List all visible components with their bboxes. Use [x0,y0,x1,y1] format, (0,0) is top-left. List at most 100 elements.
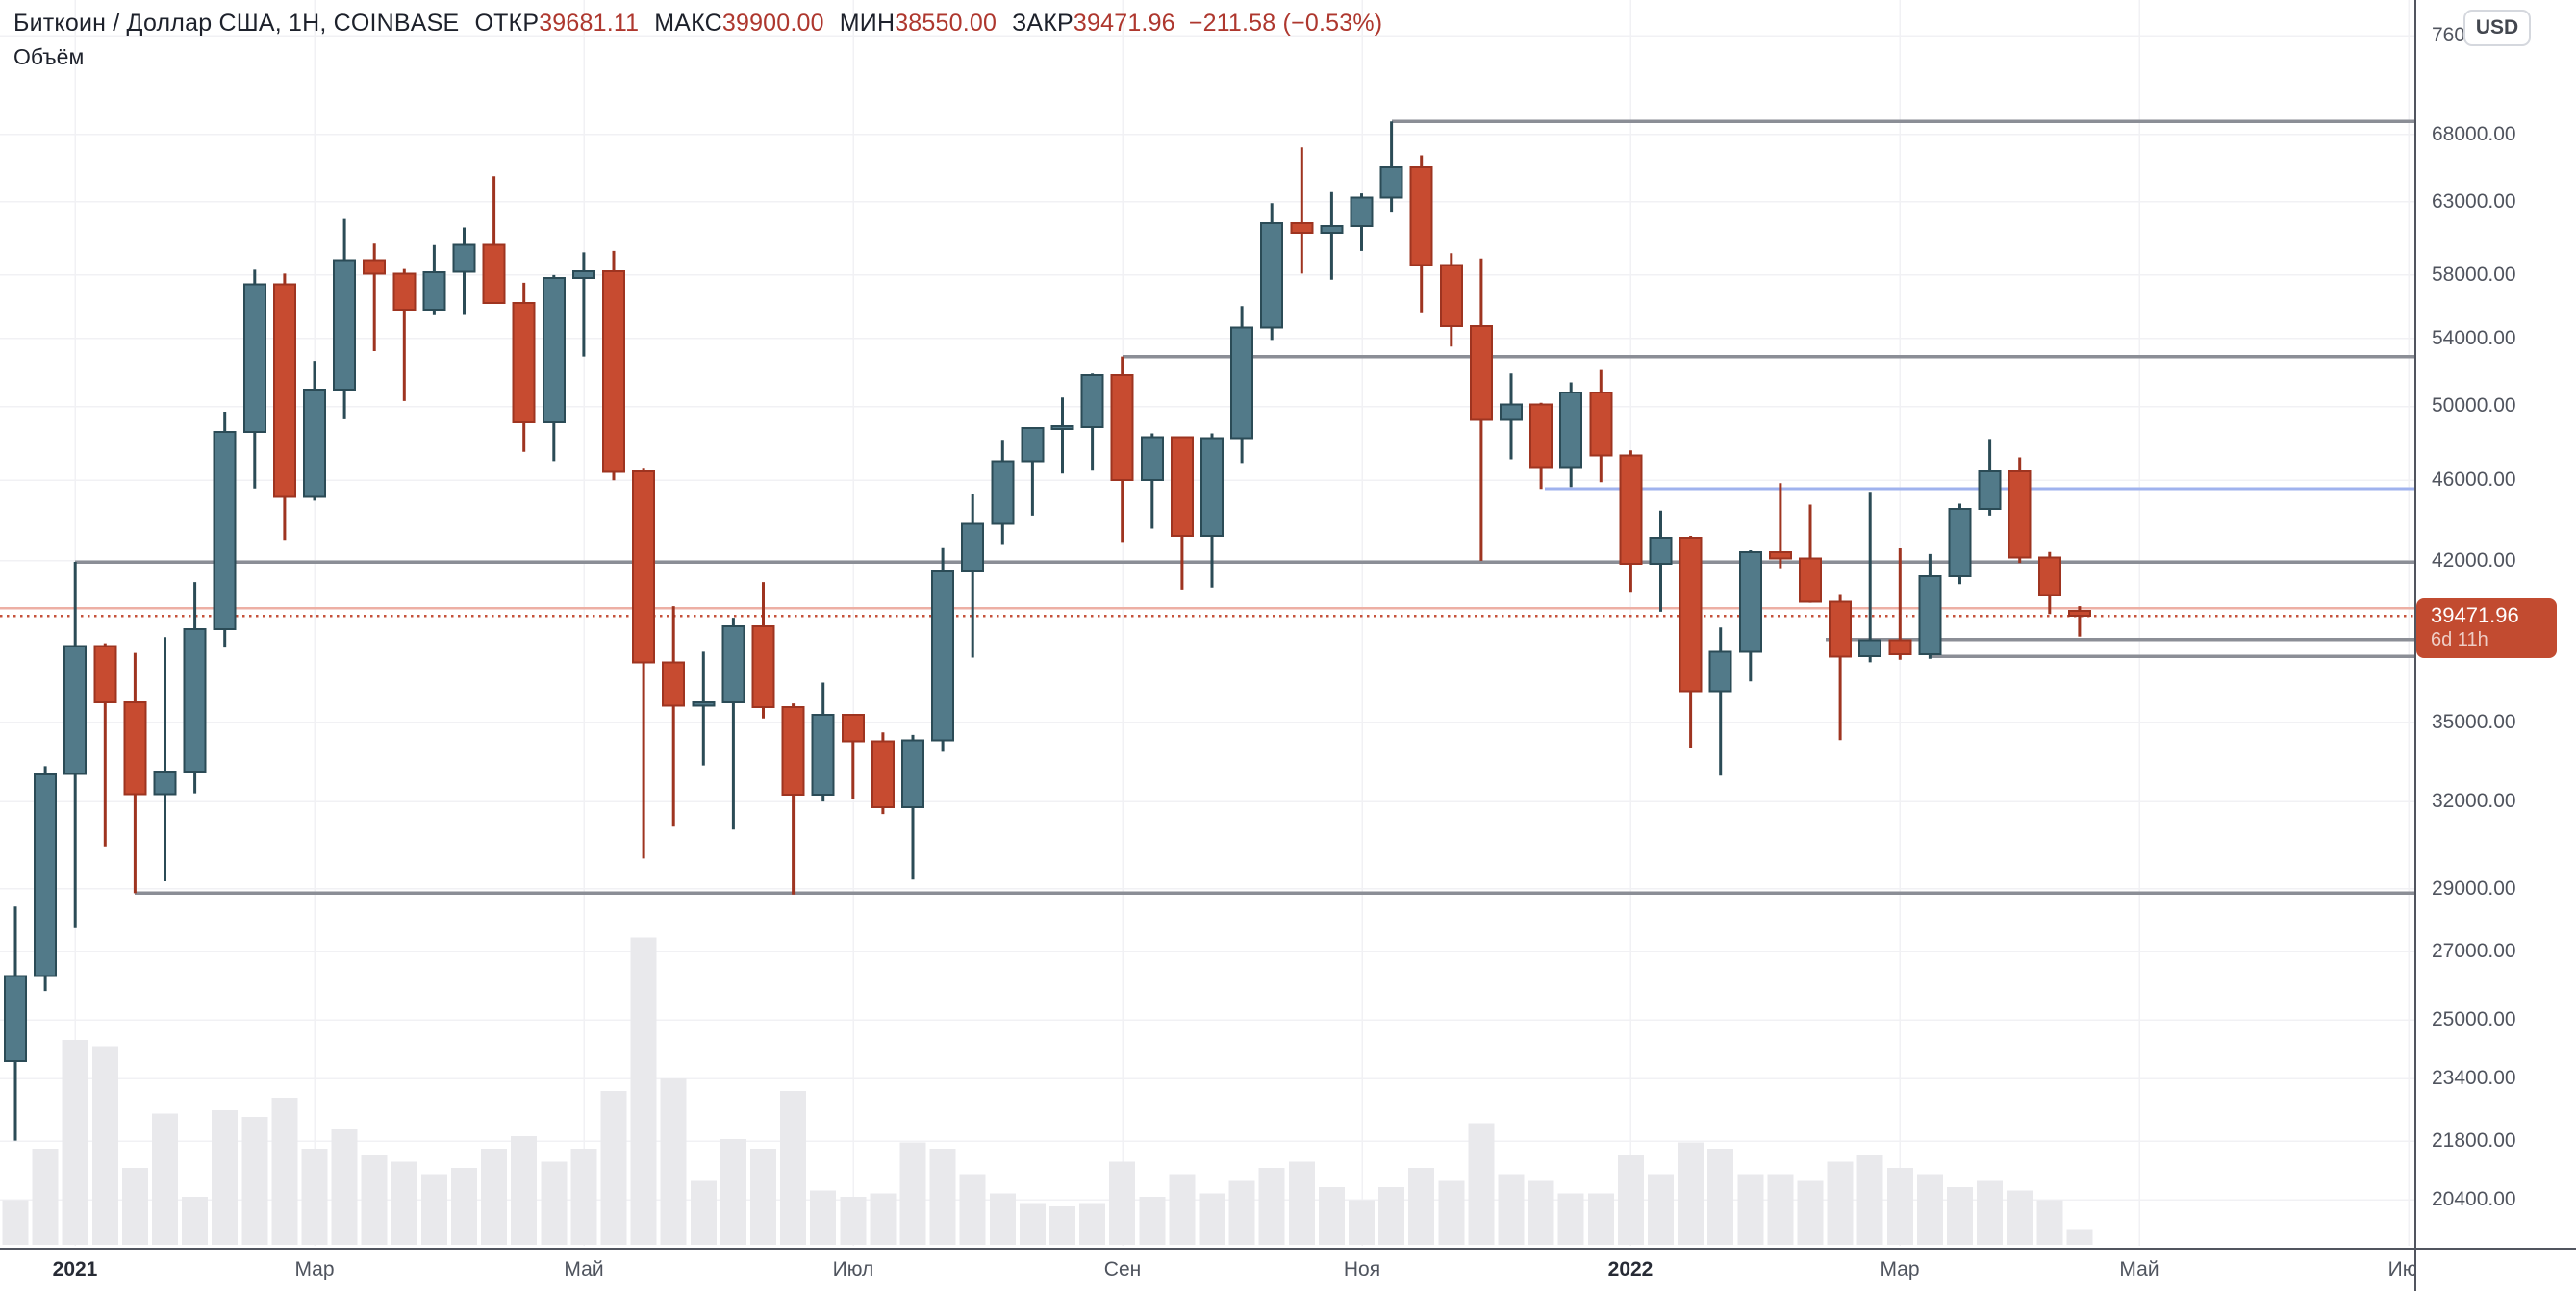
candle [1799,504,1822,603]
candle-body [961,522,985,572]
volume-bar [720,1139,746,1245]
candle [1110,356,1134,543]
volume-bar [271,1097,298,1245]
candle [1559,382,1583,488]
volume-bar [1408,1168,1435,1245]
volume-bar [1139,1197,1166,1245]
time-axis-month-label: Ноя [1343,1258,1381,1280]
time-axis-month-label: Май [564,1258,604,1280]
volume-bar [1767,1174,1794,1245]
candle-body [1409,166,1433,266]
volume-bar [1947,1187,1973,1245]
volume-bar [32,1149,59,1245]
candle-body [542,277,566,424]
candle [4,906,27,1141]
candle-body [303,388,326,498]
candle [63,562,88,928]
candle [692,651,716,766]
volume-bar [1109,1161,1136,1245]
volume-bar [899,1142,926,1245]
volume-bar [152,1113,178,1245]
candle-body [153,771,177,796]
bar-countdown: 6d 11h [2431,629,2488,650]
volume-bar [1856,1154,1883,1245]
volume-bar [1797,1180,1824,1245]
candle-body [183,628,207,773]
candle [871,732,895,815]
candle-body [1619,454,1643,566]
candle [2008,457,2032,564]
candle-body [1469,325,1493,421]
candle-body [1080,374,1104,429]
candle [1649,510,1673,612]
volume-bar [2,1200,29,1245]
candle-body [871,740,895,808]
price-chart-pane[interactable]: Биткоин / Доллар США, 1Н, COINBASE ОТКР39… [0,0,2414,1246]
time-axis-month-label: Сен [1103,1258,1142,1280]
candle [781,703,805,895]
price-axis-label: 35000.00 [2432,710,2516,733]
axis-vertical-border [2414,0,2416,1291]
price-axis-label: 42000.00 [2432,548,2516,571]
candle-body [213,431,237,631]
volume-bar [1049,1206,1075,1245]
candle [1230,306,1254,464]
candle-body [1559,391,1583,469]
price-axis-label: 29000.00 [2432,876,2516,900]
candle-body [1320,225,1344,234]
volume-bar [391,1161,417,1245]
candle [811,682,835,802]
volume-bar [1258,1168,1285,1245]
price-axis-label: 23400.00 [2432,1067,2516,1090]
time-axis-month-label: Июл [832,1258,874,1280]
candle-body [1978,470,2002,510]
volume-bar [91,1046,118,1245]
candle [1738,550,1762,682]
candle [1948,503,1972,585]
volume-bar [780,1091,807,1245]
candlestick-chart-canvas[interactable] [0,0,2414,1246]
candle-body [1589,391,1613,457]
last-price-badge: 39471.96 6d 11h [2416,598,2557,658]
candle-body [2037,556,2061,596]
candle [1080,373,1104,471]
candle-body [1799,557,1822,603]
time-axis-month-label: Июл [2387,1258,2414,1280]
volume-bar [810,1190,837,1245]
volume-bar [2007,1190,2033,1245]
volume-bar [361,1154,388,1245]
currency-toggle-button[interactable]: USD [2463,10,2531,46]
candle-body [1050,425,1074,430]
candle-body [1738,551,1762,653]
candle [1200,433,1224,588]
volume-bar [451,1168,477,1245]
candle [34,766,58,992]
volume-bar [959,1174,986,1245]
candle-body [1888,639,1912,655]
candle [602,250,625,481]
time-axis-year-label: 2021 [52,1258,98,1280]
price-axis[interactable]: USD 39471.96 6d 11h 76000.0068000.006300… [2416,0,2576,1246]
price-axis-label: 54000.00 [2432,326,2516,349]
price-axis-label: 27000.00 [2432,940,2516,963]
axis-corner [2416,1248,2576,1293]
candle-body [901,739,924,808]
volume-bar [1707,1149,1734,1245]
candle [1708,627,1732,776]
candle-body [1768,551,1792,560]
candle-body [1858,639,1882,658]
volume-bar [1228,1180,1255,1245]
time-axis[interactable]: 2021 Мар Май Июл Сен Ноя 2022 Мар Май Июл [0,1248,2414,1293]
candle-body [1500,403,1523,421]
volume-bar [1288,1161,1315,1245]
candle [303,361,326,501]
candle-body [2008,470,2032,559]
volume-bar [182,1197,209,1245]
candle-body [662,661,686,707]
candle-body [1829,600,1853,658]
volume-bar [62,1039,88,1245]
drawing-rays-layer[interactable] [75,119,2414,896]
candle [1320,191,1344,280]
volume-bar [630,937,657,1245]
candle [1619,450,1643,593]
